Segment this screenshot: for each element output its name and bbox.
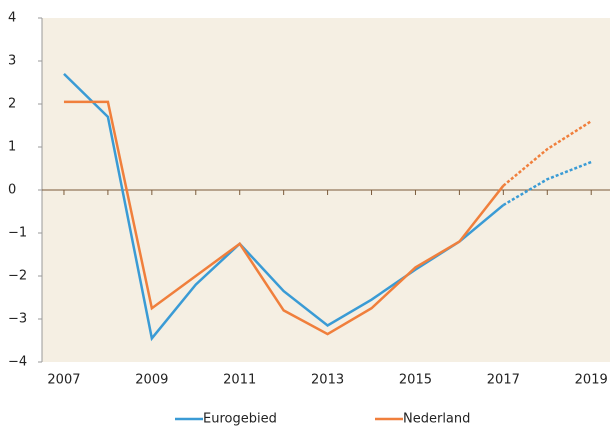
y-tick-label: 0	[8, 183, 16, 198]
x-tick-label: 2007	[47, 373, 80, 388]
x-tick-label: 2015	[399, 373, 432, 388]
x-tick-label: 2011	[223, 373, 256, 388]
legend-label: Eurogebied	[203, 412, 277, 427]
forecast-line	[502, 160, 592, 207]
forecast-line	[502, 120, 592, 187]
y-tick-label: 4	[8, 11, 16, 26]
legend-label: Nederland	[403, 412, 470, 427]
y-tick-label: −2	[8, 269, 27, 284]
x-tick-label: 2009	[135, 373, 168, 388]
y-tick-label: 1	[8, 140, 16, 155]
y-tick-label: −1	[8, 226, 27, 241]
x-tick-label: 2017	[487, 373, 520, 388]
y-tick-label: 3	[8, 54, 16, 69]
x-tick-label: 2013	[311, 373, 344, 388]
x-tick-label: 2019	[575, 373, 608, 388]
y-tick-label: 2	[8, 97, 16, 112]
y-tick-label: −3	[8, 312, 27, 327]
y-tick-label: −4	[8, 355, 27, 370]
line	[63, 100, 505, 336]
